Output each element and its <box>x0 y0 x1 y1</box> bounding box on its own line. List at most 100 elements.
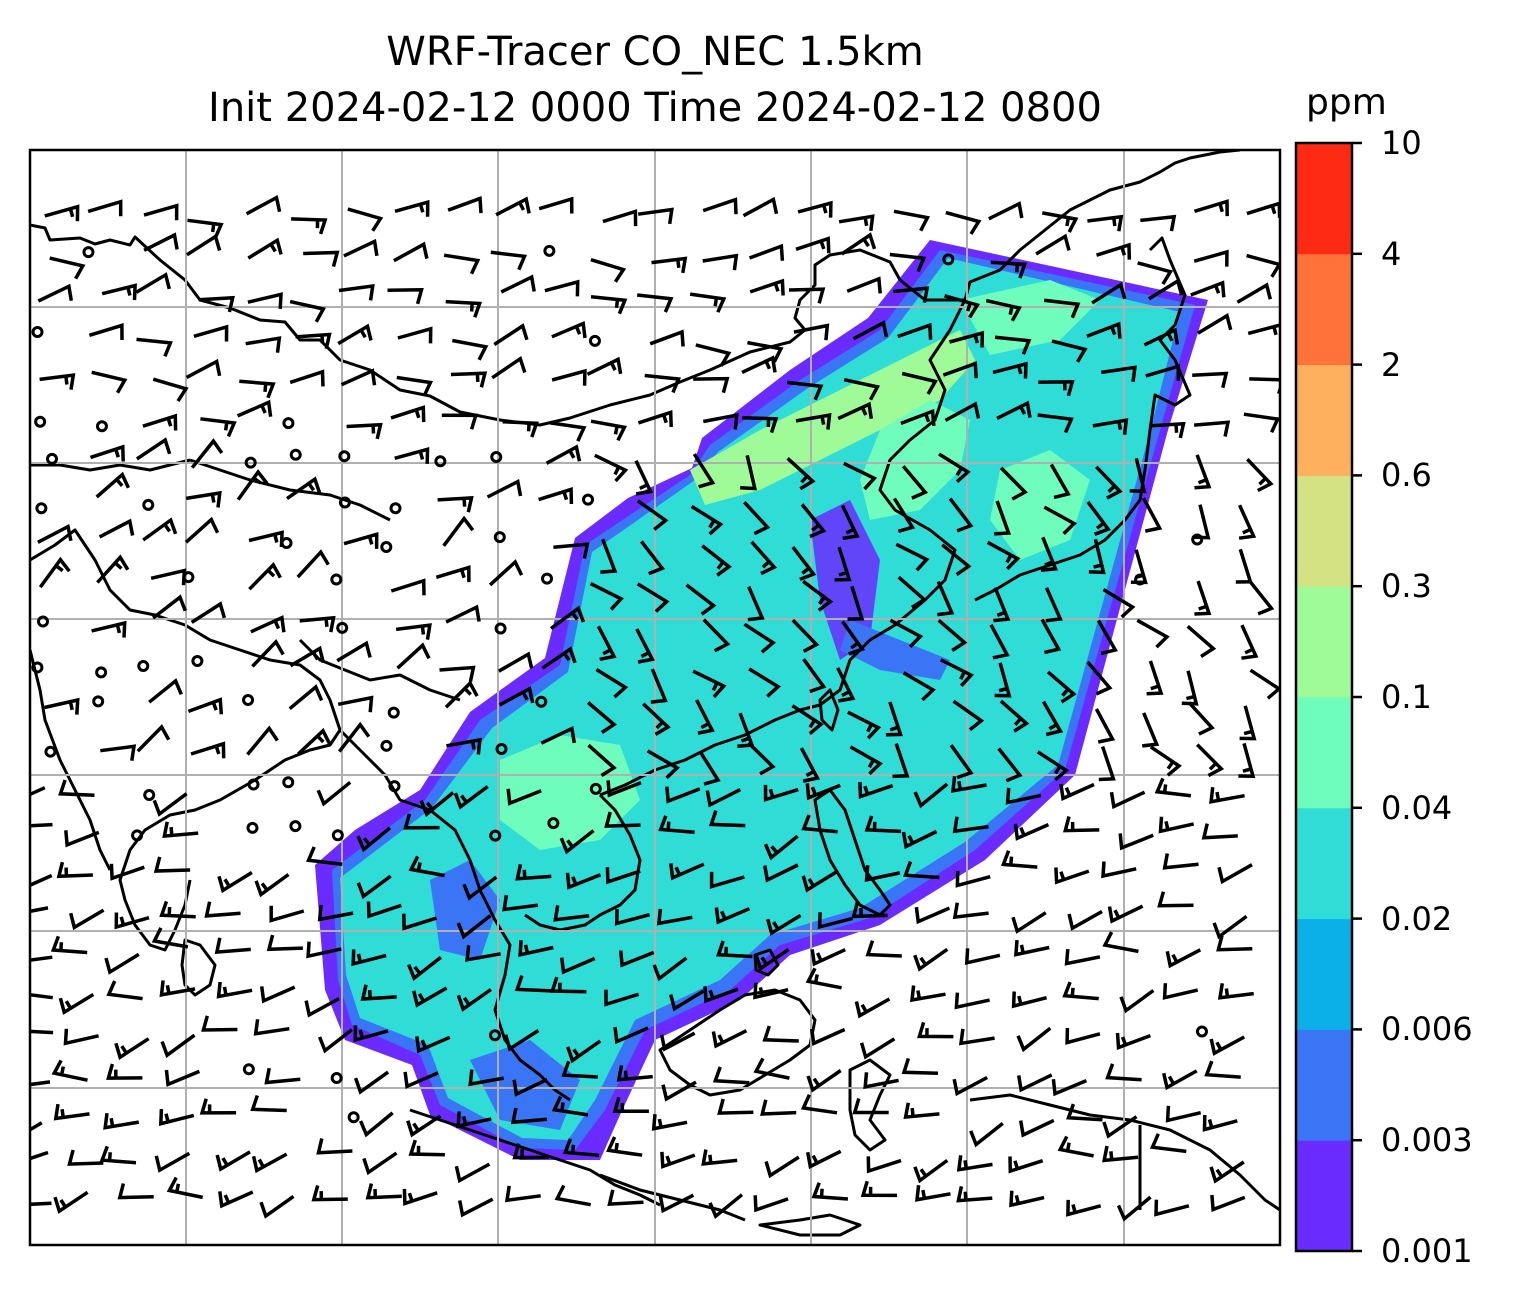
wind-barb <box>435 565 471 583</box>
wind-barb <box>158 1109 195 1126</box>
wind-barb <box>397 326 433 344</box>
wind-barb <box>316 780 352 807</box>
wind-barb <box>100 744 137 761</box>
wind-barb <box>1018 1118 1055 1138</box>
wind-barb <box>236 399 273 418</box>
wind-barb <box>250 615 286 634</box>
wind-barb <box>750 540 778 576</box>
wind-barb <box>852 1098 889 1115</box>
wind-barb-calm <box>36 615 49 628</box>
wind-barb <box>586 356 623 376</box>
wind-barb <box>184 516 220 544</box>
wind-barb <box>1196 312 1233 335</box>
wind-barb <box>764 1155 800 1179</box>
wind-barb <box>1194 454 1212 490</box>
wind-barb <box>502 894 539 912</box>
wind-barb <box>248 562 282 591</box>
wind-barb <box>87 199 123 217</box>
wind-barb <box>843 377 881 401</box>
wind-barb <box>396 642 431 670</box>
wind-barb-calm <box>543 244 556 257</box>
coastline-java <box>599 1173 746 1222</box>
wind-barb <box>612 1096 649 1114</box>
wind-barb <box>1119 989 1155 1014</box>
wind-barb <box>493 323 529 346</box>
wind-barb <box>39 373 76 390</box>
wind-barb <box>993 586 1011 623</box>
wind-barb <box>166 1176 204 1200</box>
wind-barb <box>561 1060 598 1079</box>
wind-barb <box>1195 743 1225 778</box>
wind-barb <box>889 252 927 273</box>
wind-barb <box>990 260 1028 279</box>
wind-barb <box>337 721 371 753</box>
wind-barb <box>441 413 479 430</box>
colorbar-tick-label: 0.1 <box>1381 678 1432 716</box>
wind-barb <box>246 725 279 756</box>
wind-barb <box>634 460 654 496</box>
wind-barb <box>669 989 705 1012</box>
wind-barb <box>245 194 282 216</box>
wind-barb <box>754 947 790 972</box>
wind-barb <box>390 578 426 596</box>
wind-barb <box>337 695 374 713</box>
wind-barb <box>30 1080 51 1087</box>
wind-barb <box>1038 380 1075 397</box>
wind-barb <box>549 421 587 442</box>
wind-barb <box>406 1114 442 1138</box>
wind-barb <box>142 517 178 542</box>
wind-barb <box>786 380 824 401</box>
wind-barb <box>103 1112 140 1130</box>
wind-barb <box>456 1111 492 1129</box>
wind-barb <box>1209 1035 1246 1056</box>
wind-barb <box>616 1065 653 1082</box>
wind-barb <box>136 724 171 753</box>
wind-barb <box>454 1162 491 1184</box>
wind-barb-calm <box>942 253 955 266</box>
wind-barb <box>58 993 95 1015</box>
wind-barb <box>743 622 776 654</box>
wind-barb <box>407 955 442 982</box>
wind-barb <box>306 941 342 959</box>
wind-barb <box>901 1057 939 1075</box>
wind-barb <box>64 830 100 848</box>
coastline-hainan <box>753 948 780 977</box>
wind-barb <box>712 1066 750 1085</box>
wind-barb <box>30 1029 54 1035</box>
wind-barb <box>311 1185 348 1202</box>
wind-barb <box>317 904 354 922</box>
wind-barb <box>159 980 196 998</box>
wind-barb <box>512 1143 549 1160</box>
wind-barb <box>637 410 673 427</box>
wind-barb <box>1246 201 1280 219</box>
wind-barb <box>1165 1105 1202 1123</box>
wind-barb <box>1051 1078 1088 1097</box>
wind-barb <box>1095 465 1123 500</box>
wind-barb <box>30 955 53 962</box>
wind-barb <box>162 821 199 839</box>
wind-barb <box>913 1158 949 1184</box>
wind-barb <box>941 543 972 577</box>
wind-barb <box>30 993 54 1000</box>
wind-barb <box>30 1150 49 1161</box>
wind-barb <box>698 750 721 786</box>
wind-barb <box>652 956 688 982</box>
wind-barb <box>540 726 577 745</box>
coastline-new-guinea <box>969 1093 1280 1212</box>
wind-barb <box>1149 745 1182 777</box>
wind-barb <box>1186 624 1217 658</box>
wind-barb <box>802 579 834 612</box>
wind-barb-calm <box>582 493 595 506</box>
wind-barb <box>502 419 539 438</box>
wind-barb <box>860 1180 898 1198</box>
wind-barb <box>95 471 130 499</box>
wind-barb <box>44 697 80 715</box>
wind-barb <box>893 209 931 232</box>
wind-barb <box>347 207 384 232</box>
wind-barb-calm <box>389 502 402 515</box>
wind-barb-calm <box>388 780 401 793</box>
wind-barb <box>304 997 340 1018</box>
wind-barb <box>214 937 251 955</box>
wind-barb <box>669 862 705 881</box>
wind-barb <box>201 1015 238 1032</box>
